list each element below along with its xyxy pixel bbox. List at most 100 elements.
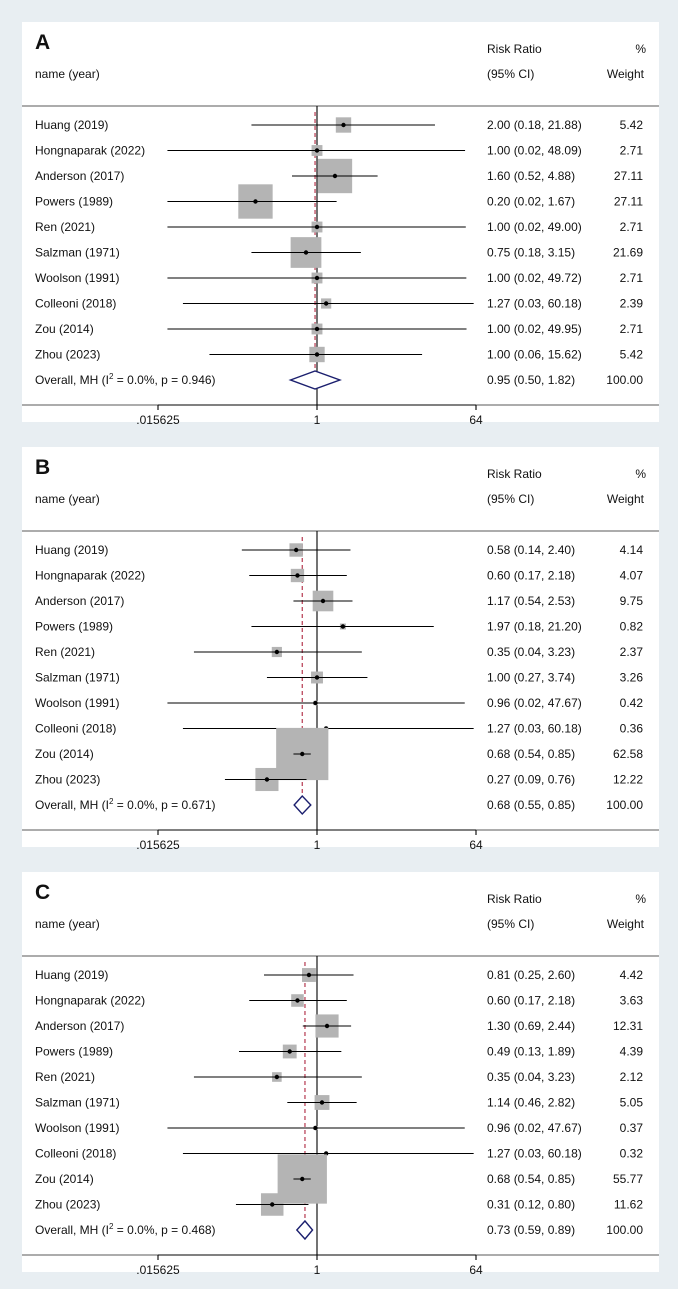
study-name: Ren (2021) <box>35 1070 95 1084</box>
x-tick-label: 1 <box>314 838 321 852</box>
header-weight-label: Weight <box>607 67 645 81</box>
overall-label-stats: = 0.0%, p = 0.671) <box>113 798 215 812</box>
x-tick-label: .015625 <box>136 413 180 427</box>
point-estimate <box>324 1023 330 1029</box>
study-ci-text: 1.30 (0.69, 2.44) <box>487 1019 575 1033</box>
study-ci-text: 1.97 (0.18, 21.20) <box>487 620 582 634</box>
x-tick-label: 1 <box>314 1263 321 1277</box>
overall-label-stats: = 0.0%, p = 0.468) <box>113 1223 215 1237</box>
header-measure-label: Risk Ratio <box>487 467 542 481</box>
header-percent-label: % <box>635 42 646 56</box>
overall-label-prefix: Overall, MH (I <box>35 798 109 812</box>
forest-panel-b: B Risk Ratio % name (year) (95% CI) Weight Hua… <box>22 447 659 852</box>
study-weight: 4.07 <box>620 569 644 583</box>
overall-label-superscript: 2 <box>109 372 114 381</box>
study-name: Hongnaparak (2022) <box>35 994 145 1008</box>
study-weight: 0.36 <box>620 722 644 736</box>
study-name: Woolson (1991) <box>35 1121 120 1135</box>
study-name: Zou (2014) <box>35 747 94 761</box>
study-weight: 4.14 <box>620 543 644 557</box>
x-tick-label: .015625 <box>136 1263 180 1277</box>
study-weight: 2.71 <box>620 322 644 336</box>
study-ci-text: 1.60 (0.52, 4.88) <box>487 169 575 183</box>
study-name: Ren (2021) <box>35 220 95 234</box>
point-estimate <box>295 998 300 1003</box>
study-weight: 2.71 <box>620 271 644 285</box>
overall-ci-text: 0.68 (0.55, 0.85) <box>487 798 575 812</box>
study-name: Zhou (2023) <box>35 1198 100 1212</box>
study-weight: 3.26 <box>620 671 644 685</box>
x-tick-label: .015625 <box>136 838 180 852</box>
point-estimate <box>274 649 280 655</box>
point-estimate <box>306 972 312 978</box>
study-name: Zou (2014) <box>35 322 94 336</box>
header-measure-label: Risk Ratio <box>487 892 542 906</box>
study-ci-text: 1.27 (0.03, 60.18) <box>487 722 582 736</box>
study-name: Huang (2019) <box>35 118 108 132</box>
study-ci-text: 0.81 (0.25, 2.60) <box>487 968 575 982</box>
point-estimate <box>300 751 305 757</box>
overall-weight: 100.00 <box>606 798 643 812</box>
panel-label: C <box>35 881 50 904</box>
overall-diamond <box>295 1219 314 1241</box>
study-name: Anderson (2017) <box>35 169 124 183</box>
study-name: Hongnaparak (2022) <box>35 144 145 158</box>
study-name: Zhou (2023) <box>35 348 100 362</box>
header-weight-label: Weight <box>607 917 645 931</box>
point-estimate <box>314 675 320 680</box>
study-ci-text: 0.68 (0.54, 0.85) <box>487 1172 575 1186</box>
forest-panel-c: C Risk Ratio % name (year) (95% CI) Weight Hua… <box>22 872 659 1277</box>
study-name: Colleoni (2018) <box>35 297 116 311</box>
study-ci-text: 0.27 (0.09, 0.76) <box>487 773 575 787</box>
study-ci-text: 1.27 (0.03, 60.18) <box>487 1147 582 1161</box>
study-weight: 2.12 <box>620 1070 644 1084</box>
overall-label: Overall, MH (I2 = 0.0%, p = 0.946) <box>35 372 216 387</box>
study-weight: 2.71 <box>620 144 644 158</box>
overall-diamond <box>288 370 342 390</box>
study-weight: 0.82 <box>620 620 644 634</box>
point-estimate <box>293 547 299 553</box>
point-estimate <box>314 224 320 230</box>
study-ci-text: 0.49 (0.13, 1.89) <box>487 1045 575 1059</box>
study-weight: 27.11 <box>614 195 643 209</box>
study-weight: 5.05 <box>620 1096 644 1110</box>
header-weight-label: Weight <box>607 492 645 506</box>
point-estimate <box>274 1074 280 1080</box>
study-ci-text: 1.14 (0.46, 2.82) <box>487 1096 575 1110</box>
x-tick-label: 64 <box>469 838 483 852</box>
study-name: Anderson (2017) <box>35 1019 124 1033</box>
overall-weight: 100.00 <box>606 373 643 387</box>
header-percent-label: % <box>635 892 646 906</box>
point-estimate <box>253 199 258 204</box>
panel-background <box>22 22 659 422</box>
point-estimate <box>340 624 346 629</box>
study-ci-text: 1.00 (0.02, 48.09) <box>487 144 582 158</box>
point-estimate <box>323 301 329 306</box>
point-estimate <box>270 1202 275 1207</box>
study-weight: 12.31 <box>613 1019 643 1033</box>
point-estimate <box>303 250 309 255</box>
header-ci-label: (95% CI) <box>487 67 534 81</box>
study-ci-text: 0.68 (0.54, 0.85) <box>487 747 575 761</box>
header-study-label: name (year) <box>35 917 100 931</box>
study-name: Powers (1989) <box>35 620 113 634</box>
study-weight: 4.42 <box>620 968 644 982</box>
point-estimate <box>320 598 326 604</box>
x-tick-label: 64 <box>469 413 483 427</box>
study-ci-text: 2.00 (0.18, 21.88) <box>487 118 582 132</box>
point-estimate <box>319 1100 325 1105</box>
study-ci-text: 1.00 (0.02, 49.95) <box>487 322 582 336</box>
study-weight: 0.42 <box>620 696 644 710</box>
study-ci-text: 0.75 (0.18, 3.15) <box>487 246 575 260</box>
study-ci-text: 0.20 (0.02, 1.67) <box>487 195 575 209</box>
study-name: Salzman (1971) <box>35 246 120 260</box>
study-weight: 0.32 <box>620 1147 644 1161</box>
point-estimate <box>295 573 300 578</box>
point-estimate <box>300 1176 305 1182</box>
point-estimate <box>314 148 320 153</box>
panel-background <box>22 447 659 847</box>
overall-label-prefix: Overall, MH (I <box>35 1223 109 1237</box>
study-name: Hongnaparak (2022) <box>35 569 145 583</box>
header-percent-label: % <box>635 467 646 481</box>
